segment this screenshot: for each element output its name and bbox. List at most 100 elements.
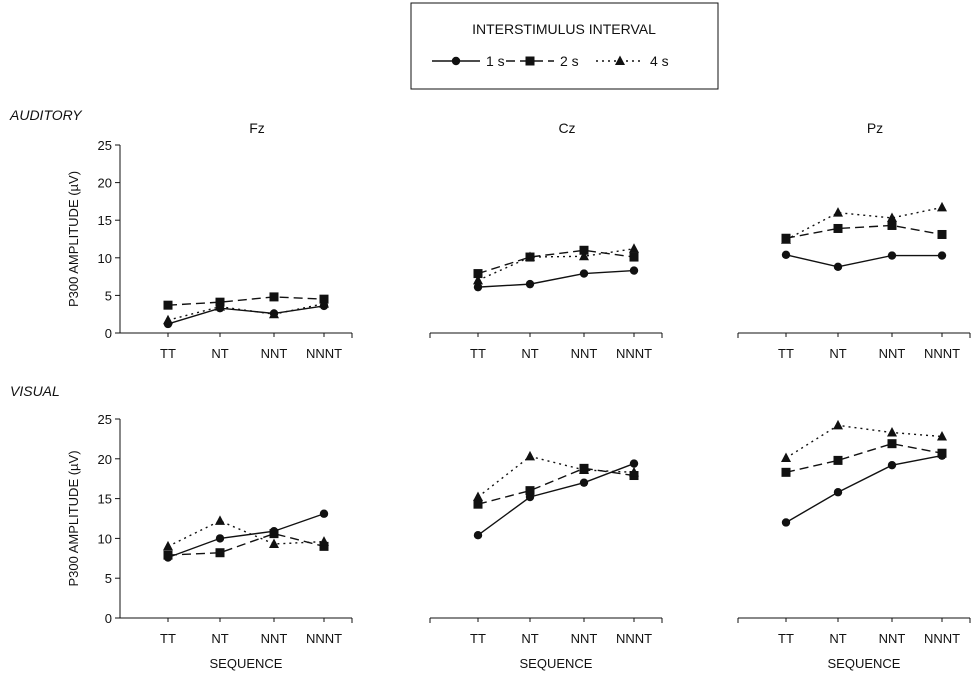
data-point	[473, 269, 483, 279]
data-point	[269, 292, 279, 302]
data-point	[215, 301, 225, 311]
data-point	[269, 529, 279, 539]
series-4s	[781, 201, 947, 244]
panel-visual-2: TT NT NNT NNNT SEQUENCE	[429, 450, 663, 671]
x-tick-label: NNNT	[924, 631, 960, 646]
data-point	[781, 467, 791, 477]
series-line	[167, 520, 325, 547]
data-point	[937, 201, 947, 212]
data-point	[269, 538, 279, 548]
series-line	[477, 455, 635, 498]
series-line	[785, 254, 942, 268]
series-4s	[163, 298, 329, 325]
legend-items: 1 s 2 s 4 s	[432, 53, 669, 69]
data-point	[579, 245, 589, 255]
data-point	[525, 251, 535, 262]
legend-marker-square	[525, 56, 535, 66]
legend-marker-triangle	[615, 55, 625, 65]
row-label-auditory: AUDITORY	[9, 107, 83, 123]
data-point	[781, 250, 791, 259]
x-tick-label: NNT	[571, 631, 598, 646]
data-point	[781, 452, 791, 463]
data-point	[525, 486, 535, 496]
series-1s	[163, 301, 329, 329]
data-point	[887, 251, 897, 260]
data-point	[887, 439, 897, 449]
data-point	[833, 488, 843, 497]
x-tick-label: NNNT	[616, 346, 652, 361]
data-point	[163, 550, 173, 560]
data-point	[887, 427, 897, 437]
y-tick-label: 15	[98, 213, 112, 228]
series-line	[167, 296, 325, 306]
series-4s	[473, 450, 639, 502]
x-tick-label: TT	[778, 346, 794, 361]
data-point	[937, 251, 947, 260]
x-tick-label: TT	[470, 346, 486, 361]
panel-title: Cz	[558, 120, 575, 136]
data-point	[473, 491, 483, 502]
data-point	[215, 515, 225, 525]
x-axis-label: SEQUENCE	[520, 656, 593, 671]
data-point	[215, 534, 225, 543]
series-2s	[163, 529, 329, 560]
x-tick-label: NNNT	[306, 631, 342, 646]
legend-label: 1 s	[486, 53, 505, 69]
y-tick-label: 25	[98, 412, 112, 427]
data-point	[525, 279, 535, 289]
series-line	[785, 454, 943, 524]
x-tick-label: NT	[829, 346, 846, 361]
series-2s	[781, 220, 947, 243]
y-tick-label: 0	[105, 326, 112, 341]
x-tick-label: TT	[470, 631, 486, 646]
series-2s	[163, 292, 329, 310]
x-tick-label: NNT	[261, 346, 288, 361]
x-tick-label: NT	[521, 346, 538, 361]
data-point	[833, 223, 843, 233]
series-line	[477, 248, 635, 281]
data-point	[319, 541, 329, 551]
x-tick-label: NNNT	[616, 631, 652, 646]
y-tick-label: 0	[105, 611, 112, 626]
data-point	[887, 460, 897, 470]
data-point	[319, 536, 329, 546]
x-tick-label: NT	[211, 346, 228, 361]
legend-title: INTERSTIMULUS INTERVAL	[472, 21, 656, 37]
series-line	[785, 442, 943, 474]
data-point	[833, 455, 843, 465]
x-tick-label: NNT	[879, 631, 906, 646]
x-tick-label: NT	[211, 631, 228, 646]
series-line	[167, 513, 325, 559]
data-point	[629, 252, 639, 262]
series-line	[785, 206, 943, 241]
data-point	[473, 282, 483, 292]
data-point	[163, 300, 173, 310]
chart-panels: Fz 0 5 10 15 20 25 P300 AMPLITUDE (µV) TT NT NNT NN…	[66, 120, 971, 671]
x-axis-label: SEQUENCE	[210, 656, 283, 671]
legend-box	[410, 2, 719, 90]
x-axis-label: SEQUENCE	[828, 656, 901, 671]
series-line	[477, 462, 635, 536]
data-point	[833, 207, 843, 217]
data-point	[579, 478, 589, 487]
data-point	[579, 464, 589, 474]
y-axis-label: P300 AMPLITUDE (µV)	[66, 171, 81, 307]
data-point	[629, 266, 639, 275]
data-point	[473, 531, 483, 540]
y-tick-label: 15	[98, 492, 112, 507]
series-line	[785, 424, 943, 459]
data-point	[833, 419, 843, 430]
series-line	[167, 302, 325, 321]
x-tick-label: NNNT	[924, 346, 960, 361]
panel-auditory-2: Cz TT NT NNT NNNT	[429, 120, 663, 361]
x-tick-label: TT	[160, 631, 176, 646]
x-tick-label: NT	[521, 631, 538, 646]
y-axis-label: P300 AMPLITUDE (µV)	[66, 450, 81, 586]
legend-item-4s: 4 s	[596, 53, 669, 69]
series-line	[785, 224, 943, 239]
x-tick-label: TT	[160, 346, 176, 361]
legend-item-2s: 2 s	[506, 53, 579, 69]
data-point	[473, 274, 483, 285]
x-tick-label: NT	[829, 631, 846, 646]
